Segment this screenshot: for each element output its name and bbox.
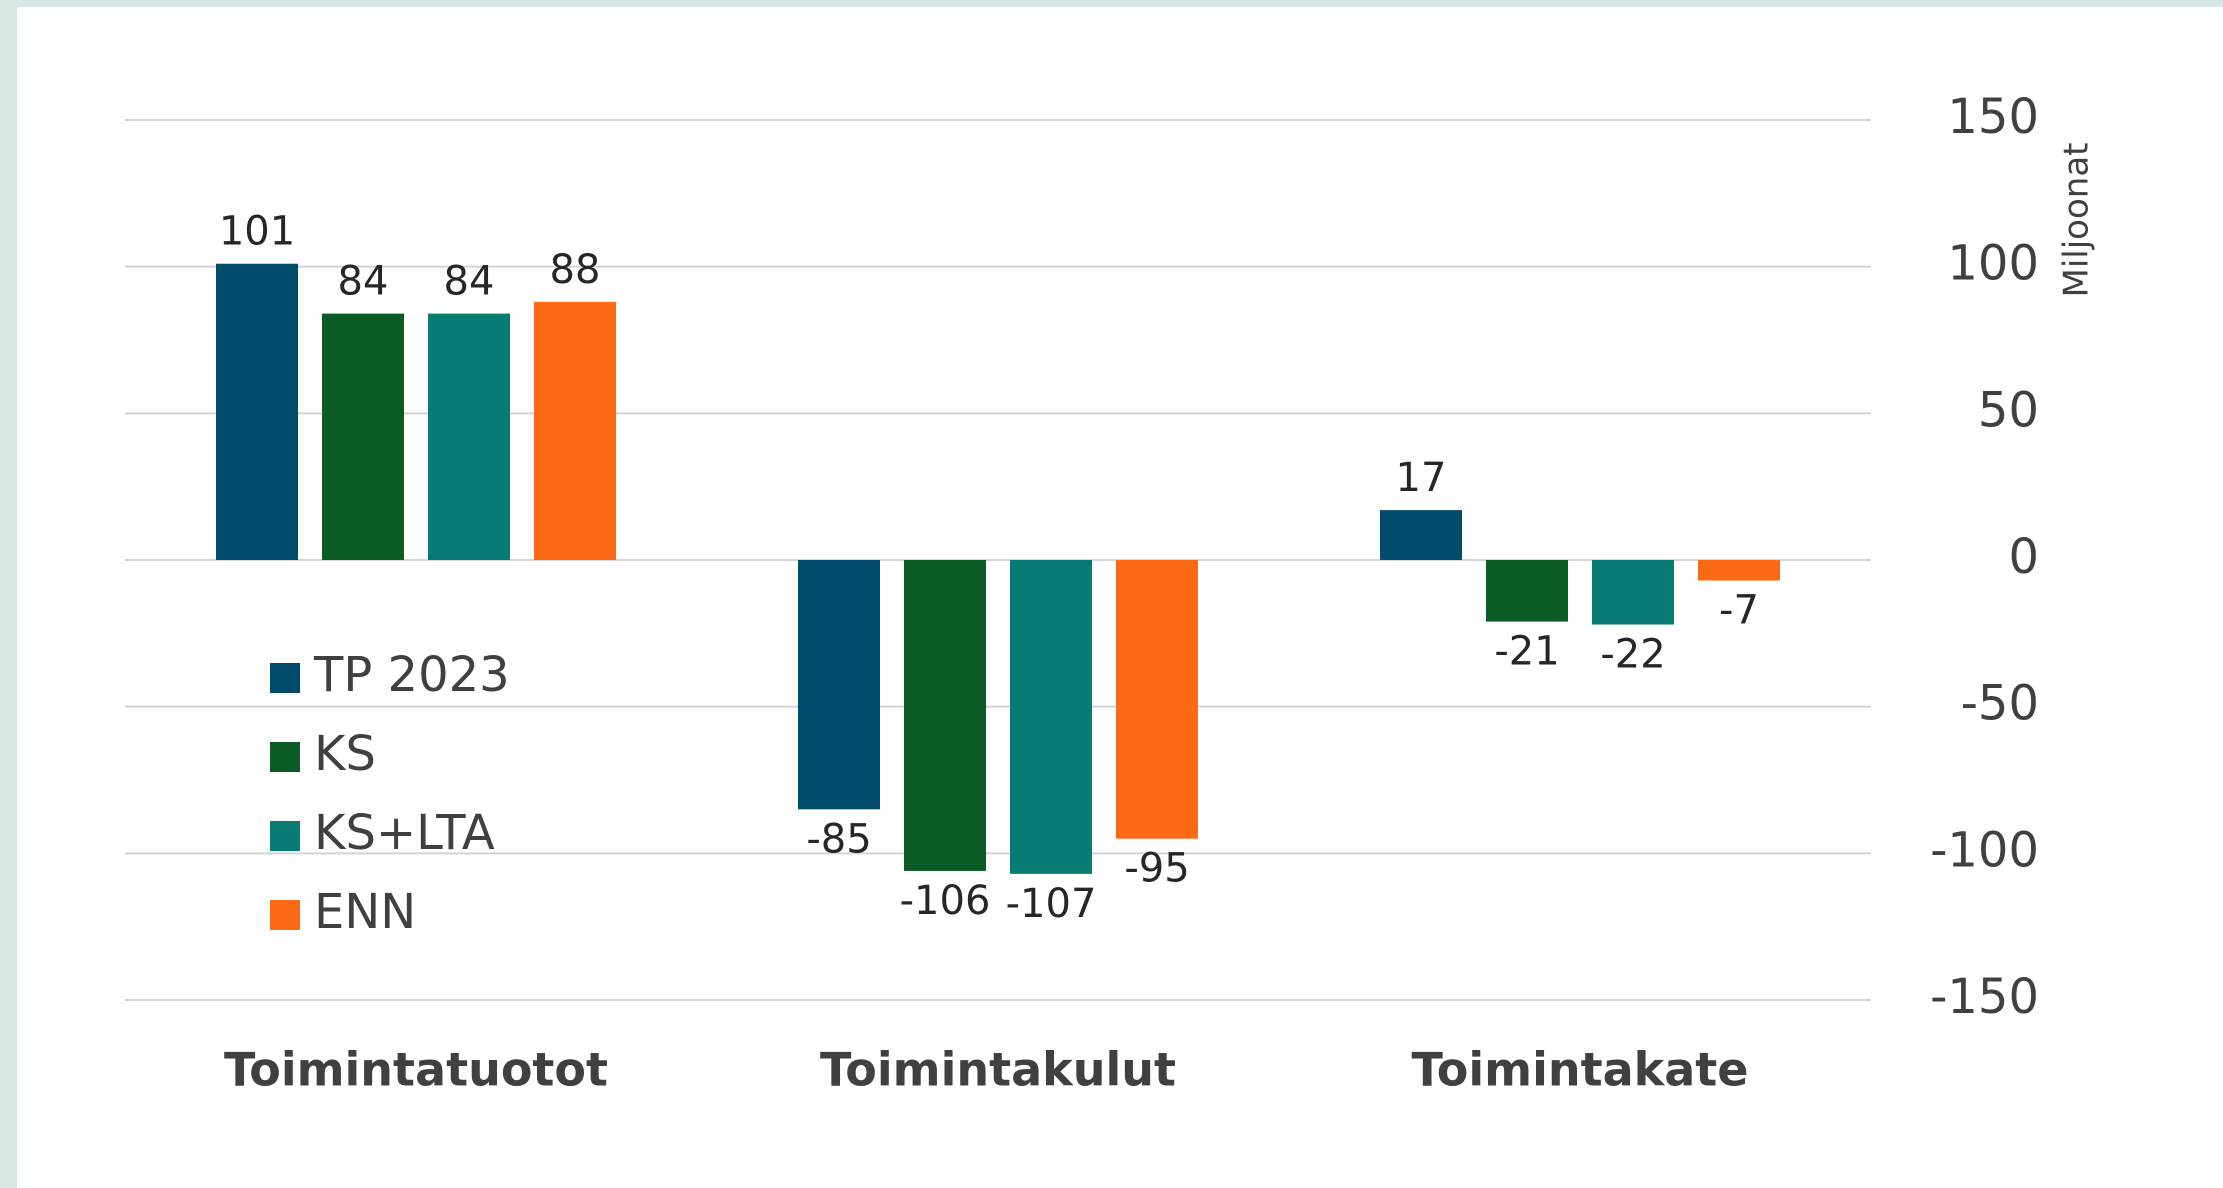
data-label: 101 <box>219 209 295 255</box>
data-label: -22 <box>1600 632 1665 678</box>
data-label: -85 <box>806 816 871 862</box>
data-label: 17 <box>1396 455 1447 501</box>
bar <box>322 313 404 560</box>
y-tick-label: 150 <box>1947 89 2039 145</box>
bar <box>1486 560 1568 622</box>
x-tick-label: Toimintatuotot <box>224 1043 608 1097</box>
data-label: -21 <box>1494 629 1559 675</box>
data-label: -106 <box>900 878 991 924</box>
legend-label: TP 2023 <box>313 647 510 703</box>
bar <box>428 313 510 560</box>
data-label: -95 <box>1124 846 1189 892</box>
data-label: 88 <box>550 247 601 293</box>
bar <box>216 263 298 560</box>
y-tick-label: 50 <box>1978 382 2039 438</box>
data-label: -107 <box>1006 881 1097 927</box>
x-tick-label: Toimintakate <box>1412 1043 1749 1097</box>
x-tick-label: Toimintakulut <box>820 1043 1176 1097</box>
legend-swatch <box>270 742 300 772</box>
bar <box>1698 560 1780 581</box>
legend-swatch <box>270 821 300 851</box>
bar <box>1592 560 1674 625</box>
data-label: 84 <box>444 259 495 305</box>
legend-label: KS+LTA <box>314 805 495 861</box>
data-label: -7 <box>1719 588 1759 634</box>
y-tick-label: -100 <box>1930 822 2039 878</box>
legend-swatch <box>270 663 300 693</box>
bar <box>904 560 986 871</box>
legend-label: ENN <box>314 884 416 940</box>
bar <box>798 560 880 810</box>
bar <box>1380 510 1462 560</box>
bar <box>534 301 616 560</box>
y-tick-label: 0 <box>2008 529 2039 585</box>
y-axis-label: Miljoonat <box>2057 143 2097 298</box>
bar <box>1010 560 1092 874</box>
bar <box>1116 560 1198 839</box>
data-label: 84 <box>338 259 389 305</box>
y-tick-label: -150 <box>1930 969 2039 1025</box>
legend-label: KS <box>314 726 376 782</box>
y-tick-label: 100 <box>1947 236 2039 292</box>
y-tick-label: -50 <box>1961 676 2039 732</box>
legend-swatch <box>270 900 300 930</box>
